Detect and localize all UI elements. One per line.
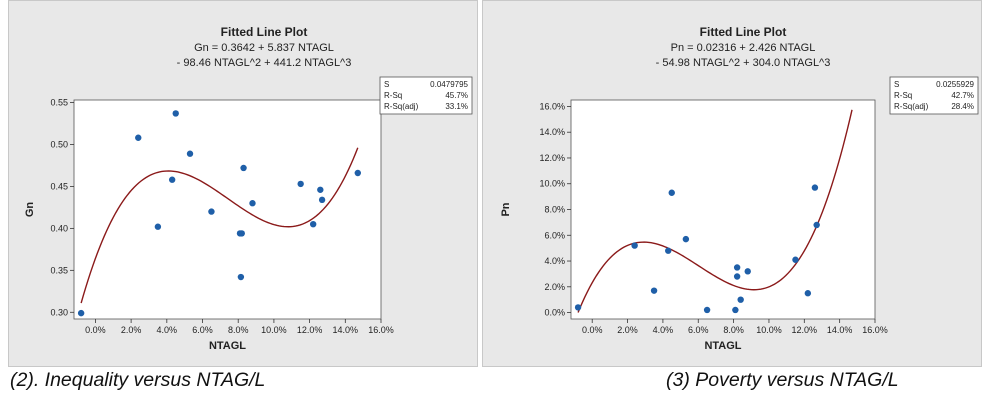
- data-point: [737, 296, 744, 303]
- x-tick-label: 10.0%: [756, 325, 782, 335]
- data-point: [172, 110, 179, 117]
- equation-line-1: Pn = 0.02316 + 2.426 NTAGL: [671, 42, 816, 54]
- y-tick-label: 14.0%: [539, 127, 565, 137]
- x-tick-label: 0.0%: [85, 325, 106, 335]
- data-point: [682, 235, 690, 243]
- x-tick-label: 6.0%: [688, 325, 709, 335]
- data-point: [574, 304, 582, 311]
- x-axis-label: NTAGL: [704, 340, 741, 352]
- data-point: [811, 184, 819, 191]
- x-tick-label: 0.0%: [582, 325, 603, 335]
- y-tick-label: 8.0%: [544, 205, 565, 215]
- y-tick-label: 0.35: [50, 265, 68, 275]
- stats-label: S: [384, 80, 389, 89]
- stats-value: 33.1%: [445, 102, 468, 111]
- x-tick-label: 4.0%: [653, 325, 674, 335]
- y-tick-label: 0.55: [50, 98, 68, 108]
- x-tick-label: 16.0%: [862, 325, 888, 335]
- left-chart-caption: (2). Inequality versus NTAG/L: [10, 369, 266, 391]
- y-tick-label: 6.0%: [544, 230, 565, 240]
- data-point: [317, 186, 324, 193]
- stats-value: 42.7%: [951, 91, 974, 100]
- y-tick-label: 0.30: [50, 307, 68, 317]
- data-point: [354, 169, 361, 177]
- x-tick-label: 2.0%: [617, 325, 638, 335]
- left-chart-panel: Fitted Line Plot Gn = 0.3642 + 5.837 NTAG…: [8, 0, 478, 367]
- x-tick-label: 8.0%: [228, 325, 249, 335]
- data-point: [249, 200, 256, 207]
- y-tick-label: 0.0%: [544, 308, 565, 318]
- y-axis-label: Gn: [24, 202, 36, 218]
- left-chart-svg: Fitted Line Plot Gn = 0.3642 + 5.837 NTAG…: [24, 25, 473, 352]
- data-point: [733, 264, 741, 271]
- stats-value: 45.7%: [445, 91, 468, 100]
- stats-value: 0.0255929: [936, 80, 974, 89]
- data-point: [650, 287, 658, 294]
- stats-box: [379, 76, 473, 115]
- plot-area: [570, 99, 876, 320]
- y-tick-label: 10.0%: [539, 179, 565, 189]
- data-point: [792, 256, 799, 263]
- y-tick-label: 0.45: [50, 181, 68, 191]
- right-chart-panel: Fitted Line Plot Pn = 0.02316 + 2.426 NTA…: [482, 0, 982, 367]
- stats-label: R-Sq: [894, 91, 912, 100]
- stats-label: S: [894, 80, 899, 89]
- x-tick-label: 8.0%: [723, 325, 744, 335]
- data-point: [732, 306, 739, 314]
- data-point: [668, 189, 675, 196]
- data-point: [744, 268, 751, 275]
- data-point: [733, 273, 741, 280]
- x-tick-label: 14.0%: [827, 325, 853, 335]
- data-point: [208, 208, 215, 215]
- y-tick-label: 0.50: [50, 139, 68, 149]
- x-tick-label: 2.0%: [121, 325, 142, 335]
- x-tick-label: 16.0%: [368, 325, 394, 335]
- data-point: [813, 221, 820, 229]
- plot-area: [73, 99, 382, 320]
- y-tick-label: 2.0%: [544, 282, 565, 292]
- data-point: [154, 223, 162, 230]
- x-tick-label: 4.0%: [157, 325, 178, 335]
- x-tick-label: 12.0%: [297, 325, 323, 335]
- chart-title: Fitted Line Plot: [700, 25, 787, 39]
- x-tick-label: 14.0%: [333, 325, 359, 335]
- data-point: [237, 273, 245, 281]
- data-point: [240, 164, 247, 172]
- x-axis-label: NTAGL: [209, 340, 246, 352]
- x-tick-label: 12.0%: [792, 325, 818, 335]
- x-tick-label: 6.0%: [192, 325, 213, 335]
- y-tick-label: 16.0%: [539, 101, 565, 111]
- data-point: [77, 309, 85, 317]
- y-tick-label: 4.0%: [544, 256, 565, 266]
- stats-value: 28.4%: [951, 102, 974, 111]
- equation-line-2: - 98.46 NTAGL^2 + 441.2 NTAGL^3: [177, 57, 352, 69]
- stats-value: 0.0479795: [430, 80, 468, 89]
- equation-line-1: Gn = 0.3642 + 5.837 NTAGL: [194, 42, 334, 54]
- data-point: [631, 242, 638, 249]
- data-point: [309, 220, 317, 228]
- data-point: [168, 176, 176, 183]
- right-chart-caption: (3) Poverty versus NTAG/L: [666, 369, 899, 391]
- data-point: [318, 196, 326, 204]
- data-point: [135, 134, 142, 141]
- x-tick-label: 10.0%: [261, 325, 287, 335]
- stats-label: R-Sq(adj): [894, 102, 929, 111]
- fitted-curve: [577, 109, 853, 313]
- y-tick-label: 12.0%: [539, 153, 565, 163]
- equation-line-2: - 54.98 NTAGL^2 + 304.0 NTAGL^3: [656, 57, 831, 69]
- data-point: [703, 306, 711, 314]
- data-point: [804, 290, 812, 297]
- fitted-curve: [80, 147, 359, 304]
- stats-label: R-Sq: [384, 91, 402, 100]
- data-point: [665, 247, 672, 254]
- data-point: [297, 180, 304, 188]
- stats-box: [889, 76, 979, 115]
- data-point: [186, 150, 194, 157]
- y-axis-label: Pn: [500, 202, 512, 216]
- data-point: [238, 230, 245, 237]
- y-tick-label: 0.40: [50, 223, 68, 233]
- right-chart-svg: Fitted Line Plot Pn = 0.02316 + 2.426 NTA…: [500, 25, 979, 352]
- stats-label: R-Sq(adj): [384, 102, 419, 111]
- chart-title: Fitted Line Plot: [221, 25, 308, 39]
